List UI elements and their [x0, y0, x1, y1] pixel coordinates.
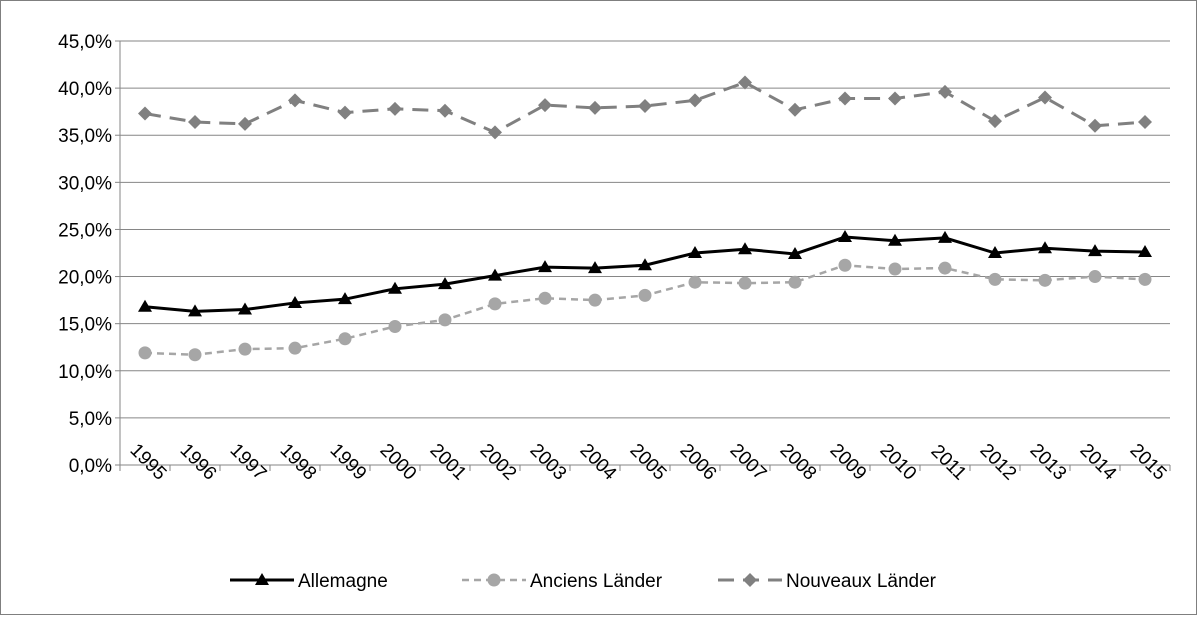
y-tick-label: 40,0%: [58, 79, 112, 100]
y-tick-label: 35,0%: [58, 126, 112, 147]
point: [1038, 90, 1052, 105]
point: [888, 91, 902, 106]
point: [488, 268, 502, 281]
point: [238, 302, 252, 315]
y-tick-label: 15,0%: [58, 315, 112, 336]
y-tick-label: 5,0%: [69, 409, 112, 430]
point: [738, 242, 752, 255]
point: [188, 304, 202, 317]
point: [988, 246, 1002, 258]
point: [938, 261, 952, 275]
point: [288, 341, 302, 355]
point: [788, 246, 802, 259]
point: [538, 98, 552, 113]
legend-label: Allemagne: [298, 571, 388, 592]
legend-marker: [487, 573, 501, 587]
point: [738, 276, 752, 290]
point: [1088, 270, 1102, 284]
point: [538, 291, 552, 305]
point: [588, 293, 602, 307]
point: [588, 261, 602, 274]
point: [188, 348, 202, 362]
point: [388, 281, 402, 294]
point: [138, 346, 152, 360]
point: [838, 229, 852, 242]
point: [488, 125, 502, 140]
point: [1038, 273, 1052, 287]
point: [288, 93, 302, 108]
point: [288, 295, 302, 308]
point: [888, 262, 902, 276]
point: [1088, 118, 1102, 133]
point: [338, 332, 352, 346]
point: [438, 277, 452, 290]
point: [1138, 245, 1152, 258]
point: [838, 91, 852, 106]
point: [338, 292, 352, 305]
legend-marker: [743, 573, 757, 587]
legend-marker: [255, 573, 269, 585]
y-tick-label: 0,0%: [69, 456, 112, 477]
point: [938, 230, 952, 243]
legend-label: Nouveaux Länder: [786, 571, 937, 592]
point: [388, 319, 402, 333]
point: [438, 103, 452, 118]
point: [338, 105, 352, 120]
point: [1038, 241, 1052, 254]
point: [688, 275, 702, 289]
point: [588, 100, 602, 115]
point: [938, 84, 952, 99]
point: [788, 275, 802, 289]
point: [688, 246, 702, 258]
point: [138, 299, 152, 312]
point: [788, 102, 802, 117]
point: [1138, 115, 1152, 130]
point: [1088, 244, 1102, 257]
point: [688, 93, 702, 108]
point: [988, 114, 1002, 129]
point: [138, 106, 152, 121]
y-tick-label: 10,0%: [58, 362, 112, 383]
point: [738, 75, 752, 90]
point: [538, 260, 552, 273]
point: [238, 116, 252, 131]
y-tick-label: 25,0%: [58, 220, 112, 241]
point: [638, 288, 652, 302]
point: [838, 258, 852, 272]
legend-label: Anciens Länder: [530, 571, 663, 592]
point: [638, 258, 652, 271]
y-tick-label: 20,0%: [58, 268, 112, 289]
point: [388, 101, 402, 116]
point: [1138, 272, 1152, 286]
point: [888, 233, 902, 246]
point: [488, 297, 502, 311]
y-tick-label: 30,0%: [58, 173, 112, 194]
point: [638, 99, 652, 114]
point: [438, 313, 452, 327]
point: [988, 272, 1002, 286]
point: [238, 342, 252, 356]
y-tick-label: 45,0%: [58, 32, 112, 53]
point: [188, 115, 202, 130]
